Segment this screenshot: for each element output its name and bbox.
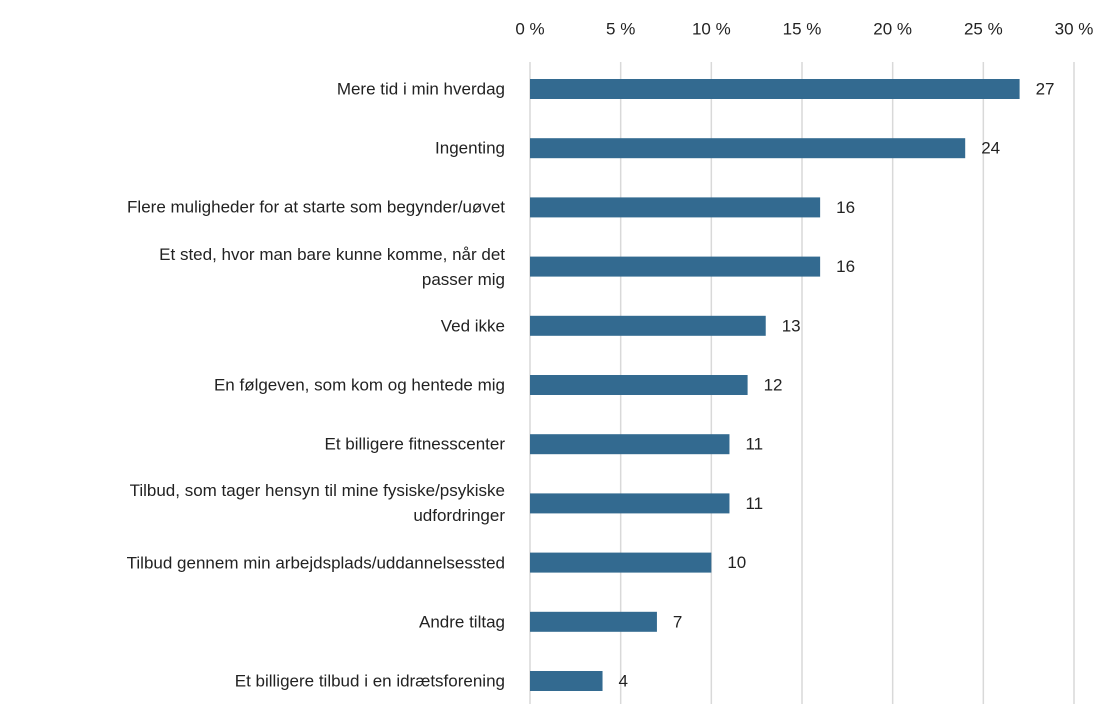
category-label: Tilbud gennem min arbejdsplads/uddannels…: [126, 553, 505, 573]
bar: [530, 552, 712, 573]
x-tick-label: 10 %: [692, 19, 731, 38]
x-tick-label: 30 %: [1055, 19, 1094, 38]
bar: [530, 611, 657, 632]
bar: [530, 315, 766, 336]
category-label: Et sted, hvor man bare kunne komme, når …: [159, 244, 505, 289]
data-label: 10: [727, 553, 746, 572]
bar: [530, 138, 966, 159]
category-label: Tilbud, som tager hensyn til mine fysisk…: [129, 481, 505, 526]
x-tick-label: 20 %: [873, 19, 912, 38]
data-label: 16: [836, 257, 855, 276]
data-label: 16: [836, 198, 855, 217]
bar: [530, 434, 730, 455]
data-label: 24: [981, 139, 1000, 158]
category-label: Et billigere tilbud i en idrætsforening: [234, 671, 505, 691]
category-label: En følgeven, som kom og hentede mig: [213, 375, 505, 395]
data-label: 11: [745, 494, 763, 513]
x-tick-label: 25 %: [964, 19, 1003, 38]
data-label: 13: [782, 316, 801, 335]
category-label: Mere tid i min hverdag: [336, 79, 505, 99]
data-label: 7: [673, 612, 682, 631]
data-label: 4: [619, 671, 628, 690]
data-label: 12: [764, 375, 783, 394]
category-label: Flere muligheder for at starte som begyn…: [127, 197, 505, 217]
bar: [530, 79, 1020, 99]
category-label: Et billigere fitnesscenter: [324, 434, 505, 454]
data-label: 11: [745, 435, 763, 454]
bar: [530, 197, 821, 218]
bar: [530, 671, 603, 691]
bar: [530, 375, 748, 395]
bar: [530, 493, 730, 514]
x-tick-label: 5 %: [606, 19, 635, 38]
category-label: Andre tiltag: [419, 612, 505, 632]
x-tick-label: 0 %: [515, 19, 544, 38]
category-label: Ved ikke: [440, 316, 505, 336]
x-tick-label: 15 %: [783, 19, 822, 38]
category-label: Ingenting: [435, 138, 505, 158]
data-label: 27: [1036, 79, 1055, 98]
bar: [530, 256, 821, 277]
